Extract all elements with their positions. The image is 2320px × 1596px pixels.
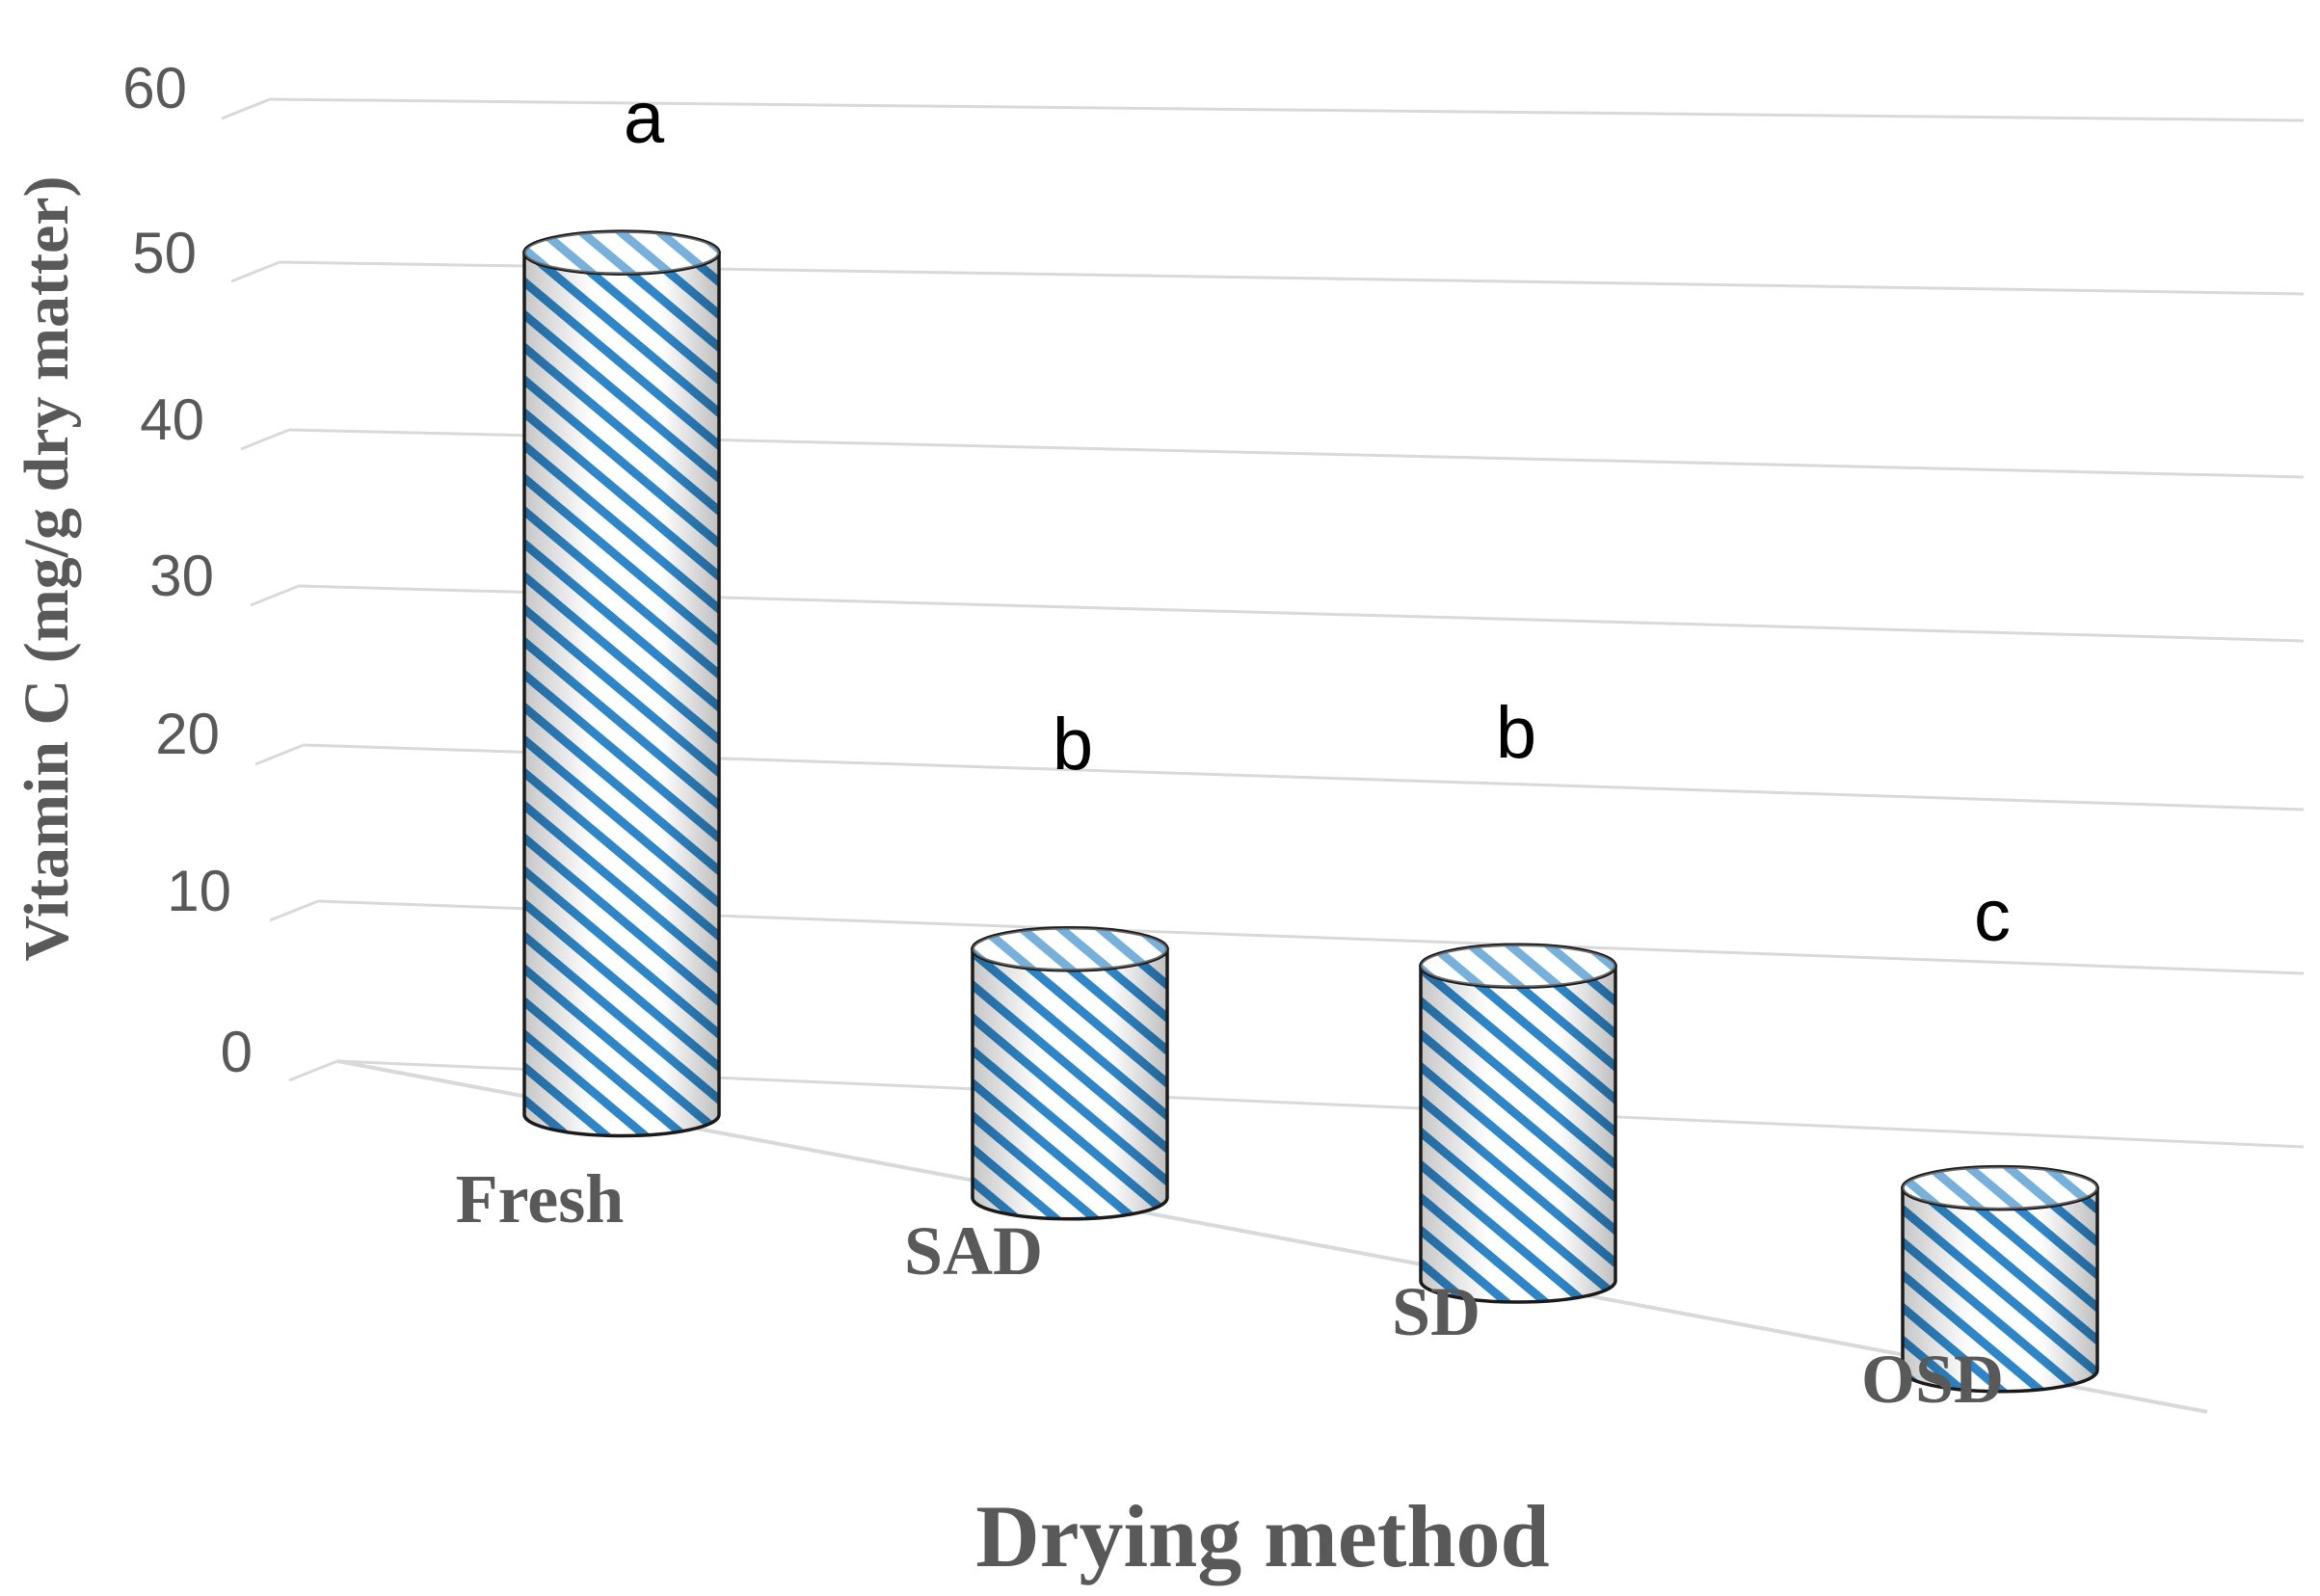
side-gridline [288,1059,338,1082]
bar-SD [1419,943,1617,1304]
bars [522,229,2099,1394]
side-gridline [221,97,271,120]
bar-top [1419,943,1617,989]
data-label: a [624,77,665,159]
bar-top-highlight [1421,944,1615,988]
data-label: c [1974,875,2011,957]
bar-top-highlight [524,231,719,275]
bar-outline [971,947,1169,1221]
x-tick-label: SAD [904,1212,1043,1290]
bar-top-highlight [973,927,1167,971]
significance-labels: a b b c [624,77,2011,957]
bar-Fresh [522,229,721,1138]
bar-OSD [1901,1164,2099,1394]
y-tick-label: 30 [149,544,214,608]
y-tick-label: 20 [155,702,220,766]
side-gridline [269,899,319,922]
y-tick-label: 60 [122,56,187,120]
bar-top [522,229,721,276]
data-label: b [1053,704,1093,785]
bar-outline [1901,1185,2099,1394]
side-gridline [240,428,290,451]
bar-outline [522,251,721,1138]
category-labels: Fresh SAD SD OSD [456,1160,2004,1418]
side-gridline [230,260,280,283]
side-gridline [250,584,300,607]
bar-top [971,926,1169,972]
bar-shading [1421,966,1615,1303]
x-tick-label: SD [1392,1273,1480,1350]
y-tick-label: 0 [221,1020,253,1084]
side-gridline [254,743,305,766]
bar-top [1901,1164,2099,1211]
y-tick-label: 50 [132,221,197,285]
bar-outline [1419,964,1617,1304]
bar-shading [1903,1187,2097,1392]
bar-top-highlight [1903,1166,2097,1210]
gridline [269,97,2305,122]
bar-SAD [971,926,1169,1221]
y-tick-label: 10 [167,859,231,923]
bar-shading [524,253,719,1136]
bar-shading [973,948,1167,1219]
y-tick-labels: 0 10 20 30 40 50 60 [122,56,253,1084]
x-tick-label: Fresh [456,1160,625,1237]
data-label: b [1496,692,1536,774]
x-tick-label: OSD [1861,1341,2004,1418]
y-tick-label: 40 [140,387,204,452]
x-axis-title: Drying method [975,1487,1549,1585]
y-axis-title: Vitamin C (mg/g dry matter) [12,175,82,961]
